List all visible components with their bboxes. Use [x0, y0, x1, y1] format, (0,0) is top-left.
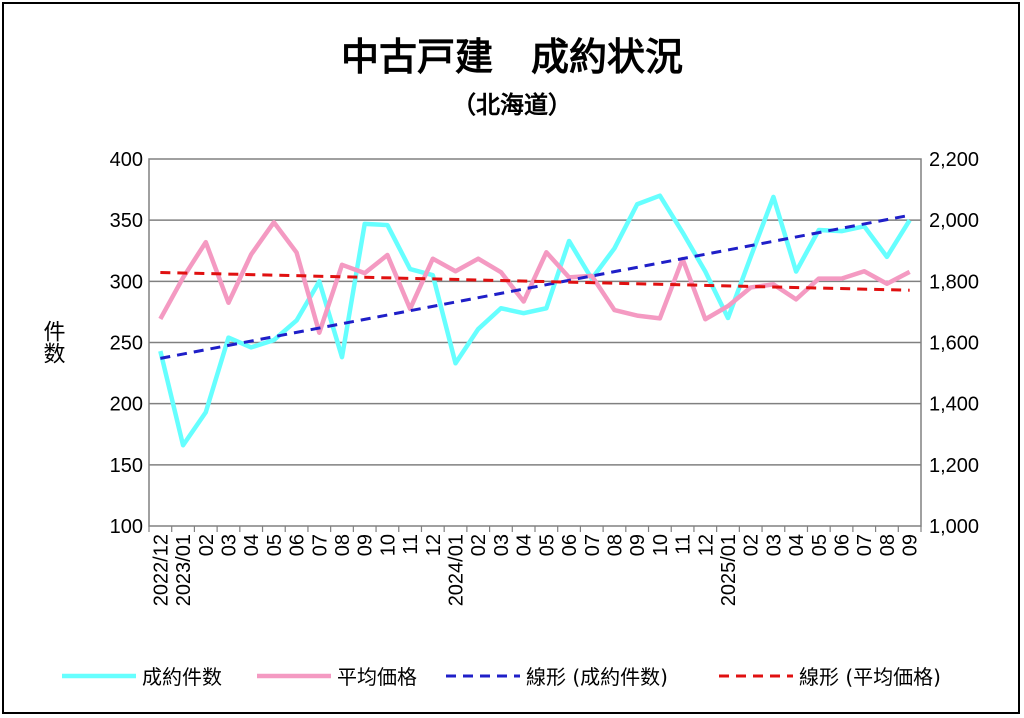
x-tick-label: 05	[536, 534, 558, 556]
x-tick-label: 10	[377, 534, 399, 556]
x-tick-label: 02	[468, 534, 490, 556]
x-tick-label: 2022/12	[150, 534, 172, 606]
y-right-tick-label: 1,400	[929, 394, 979, 416]
x-tick-label: 04	[241, 534, 263, 556]
y-right-tick-label: 1,600	[929, 333, 979, 355]
x-tick-label: 09	[900, 534, 922, 556]
x-tick-label: 11	[400, 534, 422, 555]
x-tick-label: 07	[854, 534, 876, 556]
chart-subtitle: （北海道）	[452, 91, 572, 119]
x-tick-label: 06	[287, 534, 309, 556]
x-tick-label: 08	[332, 534, 354, 556]
series-line	[158, 193, 912, 448]
legend-label: 成約件数	[142, 665, 222, 689]
x-tick-label: 09	[627, 534, 649, 556]
y-left-tick-label: 100	[110, 516, 143, 538]
x-tick-label: 07	[309, 534, 331, 556]
y-left-tick-label: 300	[110, 271, 143, 293]
y-right-tick-label: 2,000	[929, 210, 979, 232]
y-left-tick-label: 250	[110, 333, 143, 355]
trend-line	[160, 213, 910, 360]
x-tick-label: 12	[423, 534, 445, 556]
x-tick-label: 04	[514, 534, 536, 556]
legend-label: 平均価格	[337, 665, 417, 689]
y-right-tick-label: 1,200	[929, 455, 979, 477]
x-tick-label: 03	[218, 534, 240, 556]
y-right-tick-label: 1,800	[929, 271, 979, 293]
legend-label: 線形 (平均価格)	[799, 665, 941, 689]
x-tick-label: 02	[196, 534, 218, 556]
x-tick-label: 05	[809, 534, 831, 556]
y-left-tick-label: 200	[110, 394, 143, 416]
y-left-tick-label: 150	[110, 455, 143, 477]
x-tick-label: 10	[650, 534, 672, 556]
legend-label: 線形 (成約件数)	[526, 665, 668, 689]
y-axis-label: 件数	[40, 320, 66, 364]
trend-line	[160, 270, 910, 292]
y-right-tick-label: 1,000	[929, 516, 979, 538]
x-tick-label: 05	[264, 534, 286, 556]
x-tick-label: 2025/01	[718, 534, 740, 606]
x-tick-label: 07	[582, 534, 604, 556]
x-tick-label: 06	[832, 534, 854, 556]
x-tick-label: 03	[763, 534, 785, 556]
y-right-tick-label: 2,200	[929, 149, 979, 171]
x-tick-label: 2024/01	[446, 534, 468, 606]
chart-title: 中古戸建 成約状況	[341, 35, 683, 79]
x-tick-label: 11	[673, 534, 695, 555]
x-tick-label: 2023/01	[173, 534, 195, 606]
y-left-tick-label: 400	[110, 149, 143, 171]
x-tick-label: 12	[695, 534, 717, 556]
x-tick-label: 04	[786, 534, 808, 556]
x-tick-label: 08	[604, 534, 626, 556]
x-tick-label: 03	[491, 534, 513, 556]
y-left-tick-label: 350	[110, 210, 143, 232]
x-tick-label: 08	[877, 534, 899, 556]
x-tick-label: 02	[741, 534, 763, 556]
series-line	[158, 220, 911, 335]
x-tick-label: 06	[559, 534, 581, 556]
x-tick-label: 09	[355, 534, 377, 556]
